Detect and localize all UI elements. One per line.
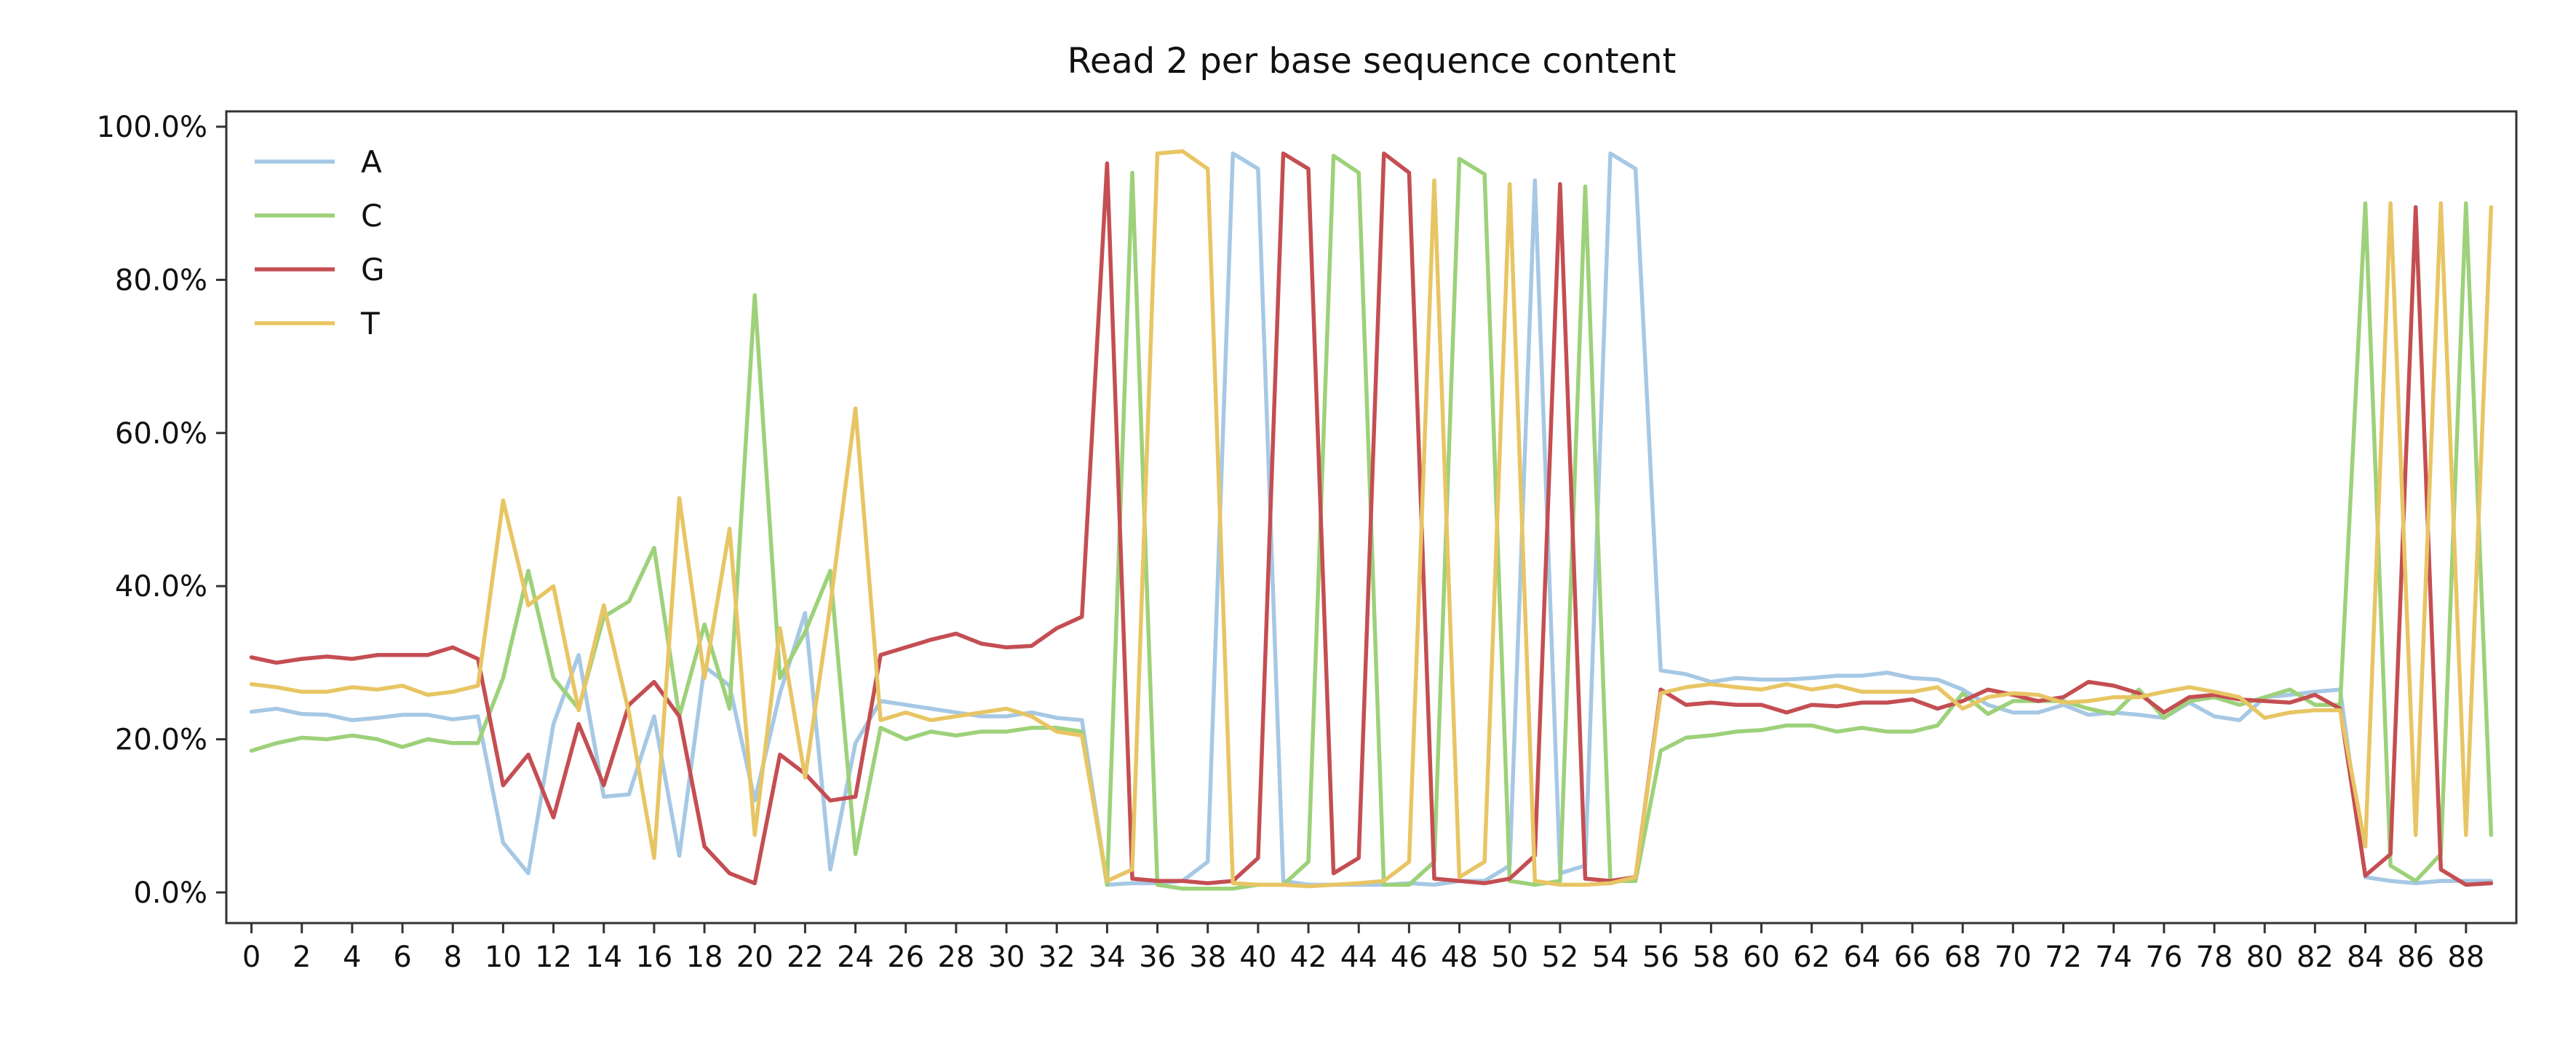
plot-area: 0.0%20.0%40.0%60.0%80.0%100.0%0 2 4 6 8 10 12 1… — [96, 110, 2518, 974]
x-tick-label: 54 — [1592, 941, 1629, 974]
plot-frame — [225, 110, 2518, 925]
y-tick-label: 100.0% — [96, 111, 207, 144]
x-tick-label: 80 — [2246, 941, 2283, 974]
x-tick-label: 20 — [736, 941, 774, 974]
x-tick-label: 0 — [242, 941, 261, 974]
x-tick-label: 8 — [444, 941, 462, 974]
x-tick-label: 74 — [2095, 941, 2132, 974]
x-tick-label: 46 — [1391, 941, 1428, 974]
x-tick-label: 26 — [887, 941, 924, 974]
x-tick-label: 22 — [787, 941, 824, 974]
x-tick-label: 86 — [2397, 941, 2434, 974]
x-tick-label: 88 — [2447, 941, 2484, 974]
legend-label-T: T — [360, 306, 380, 341]
x-tick-label: 14 — [585, 941, 622, 974]
x-tick-label: 76 — [2145, 941, 2182, 974]
x-tick-label: 56 — [1642, 941, 1679, 974]
x-tick-label: 2 — [293, 941, 311, 974]
x-tick-label: 66 — [1894, 941, 1931, 974]
x-tick-label: 40 — [1239, 941, 1276, 974]
y-tick-label: 40.0% — [115, 570, 207, 603]
x-tick-label: 42 — [1290, 941, 1327, 974]
x-tick-label: 48 — [1441, 941, 1478, 974]
x-tick-label: 70 — [1995, 941, 2032, 974]
x-tick-label: 10 — [485, 941, 522, 974]
y-tick-label: 20.0% — [115, 724, 207, 757]
y-tick-label: 0.0% — [133, 876, 207, 910]
x-tick-label: 78 — [2196, 941, 2233, 974]
legend-label-G: G — [361, 252, 385, 288]
x-tick-label: 4 — [343, 941, 361, 974]
x-tick-label: 44 — [1340, 941, 1378, 974]
x-tick-label: 64 — [1843, 941, 1880, 974]
x-tick-label: 84 — [2347, 941, 2384, 974]
series-line-G — [249, 151, 2494, 887]
x-tick-label: 58 — [1693, 941, 1730, 974]
x-tick-label: 52 — [1541, 941, 1578, 974]
series-line-T — [249, 149, 2494, 889]
x-tick-label: 50 — [1491, 941, 1528, 974]
legend-label-A: A — [361, 144, 382, 180]
x-tick-label: 38 — [1189, 941, 1226, 974]
x-tick-label: 72 — [2045, 941, 2082, 974]
x-tick-label: 60 — [1743, 941, 1780, 974]
x-tick-label: 12 — [535, 941, 572, 974]
x-tick-label: 30 — [988, 941, 1025, 974]
x-tick-label: 34 — [1089, 941, 1126, 974]
x-tick-label: 24 — [837, 941, 874, 974]
x-tick-label: 32 — [1038, 941, 1076, 974]
x-tick-label: 82 — [2297, 941, 2334, 974]
x-tick-label: 68 — [1944, 941, 1981, 974]
x-tick-label: 6 — [393, 941, 411, 974]
x-tick-label: 62 — [1793, 941, 1830, 974]
y-tick-label: 80.0% — [115, 264, 207, 297]
y-tick-label: 60.0% — [115, 417, 207, 451]
x-tick-label: 16 — [635, 941, 672, 974]
legend-label-C: C — [361, 198, 382, 234]
chart-title: Read 2 per base sequence content — [1068, 41, 1677, 82]
x-tick-label: 36 — [1139, 941, 1176, 974]
x-tick-label: 28 — [937, 941, 974, 974]
x-tick-label: 18 — [686, 941, 723, 974]
series-line-A — [249, 151, 2494, 887]
